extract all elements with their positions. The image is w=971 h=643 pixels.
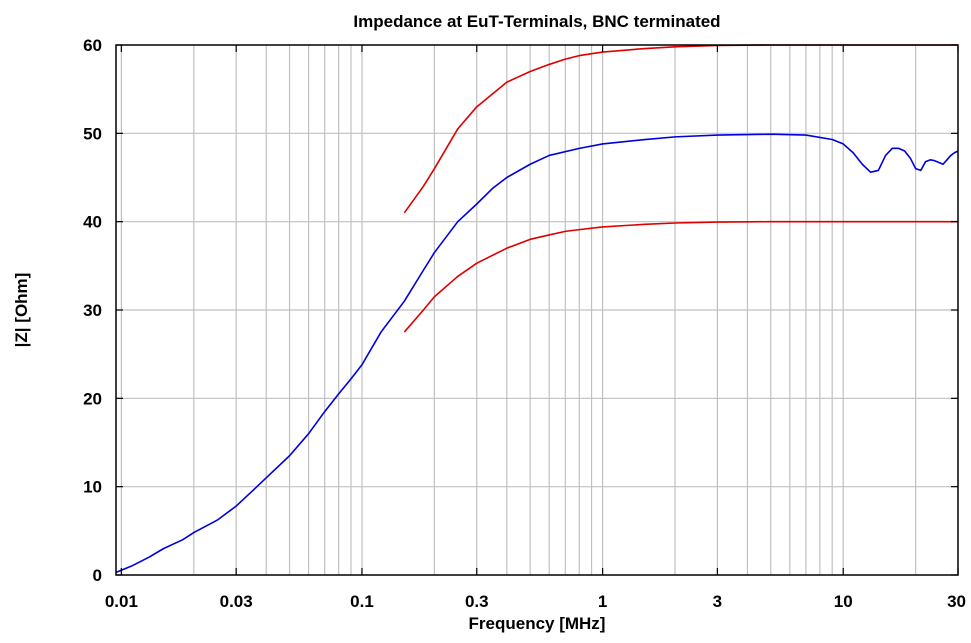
y-tick-label: 40 xyxy=(83,213,102,232)
chart-title: Impedance at EuT-Terminals, BNC terminat… xyxy=(353,12,720,31)
tick-layer: 0.01 0.03 0.1 0.3 1 3 10 30 0 10 20 30 40 50 60 xyxy=(83,36,966,611)
x-tick-label: 3 xyxy=(713,592,722,611)
x-tick-label: 0.01 xyxy=(105,592,138,611)
x-tick-label: 1 xyxy=(598,592,607,611)
series-line-measured xyxy=(115,133,959,574)
x-tick-label: 0.03 xyxy=(220,592,253,611)
grid-layer xyxy=(116,45,958,575)
y-tick-label: 10 xyxy=(83,478,102,497)
y-tick-label: 30 xyxy=(83,301,102,320)
y-tick-label: 60 xyxy=(83,36,102,55)
y-tick-label: 50 xyxy=(83,124,102,143)
series-line-limit xyxy=(403,44,958,214)
x-tick-label: 0.1 xyxy=(350,592,374,611)
x-tick-label: 0.3 xyxy=(465,592,489,611)
series-line-limit xyxy=(403,220,958,333)
x-axis-label: Frequency [MHz] xyxy=(469,614,606,633)
x-tick-label: 10 xyxy=(834,592,853,611)
y-tick-label: 0 xyxy=(93,566,102,585)
y-tick-label: 20 xyxy=(83,389,102,408)
x-tick-label: 30 xyxy=(947,592,966,611)
y-axis-label: |Z| [Ohm] xyxy=(12,273,31,348)
